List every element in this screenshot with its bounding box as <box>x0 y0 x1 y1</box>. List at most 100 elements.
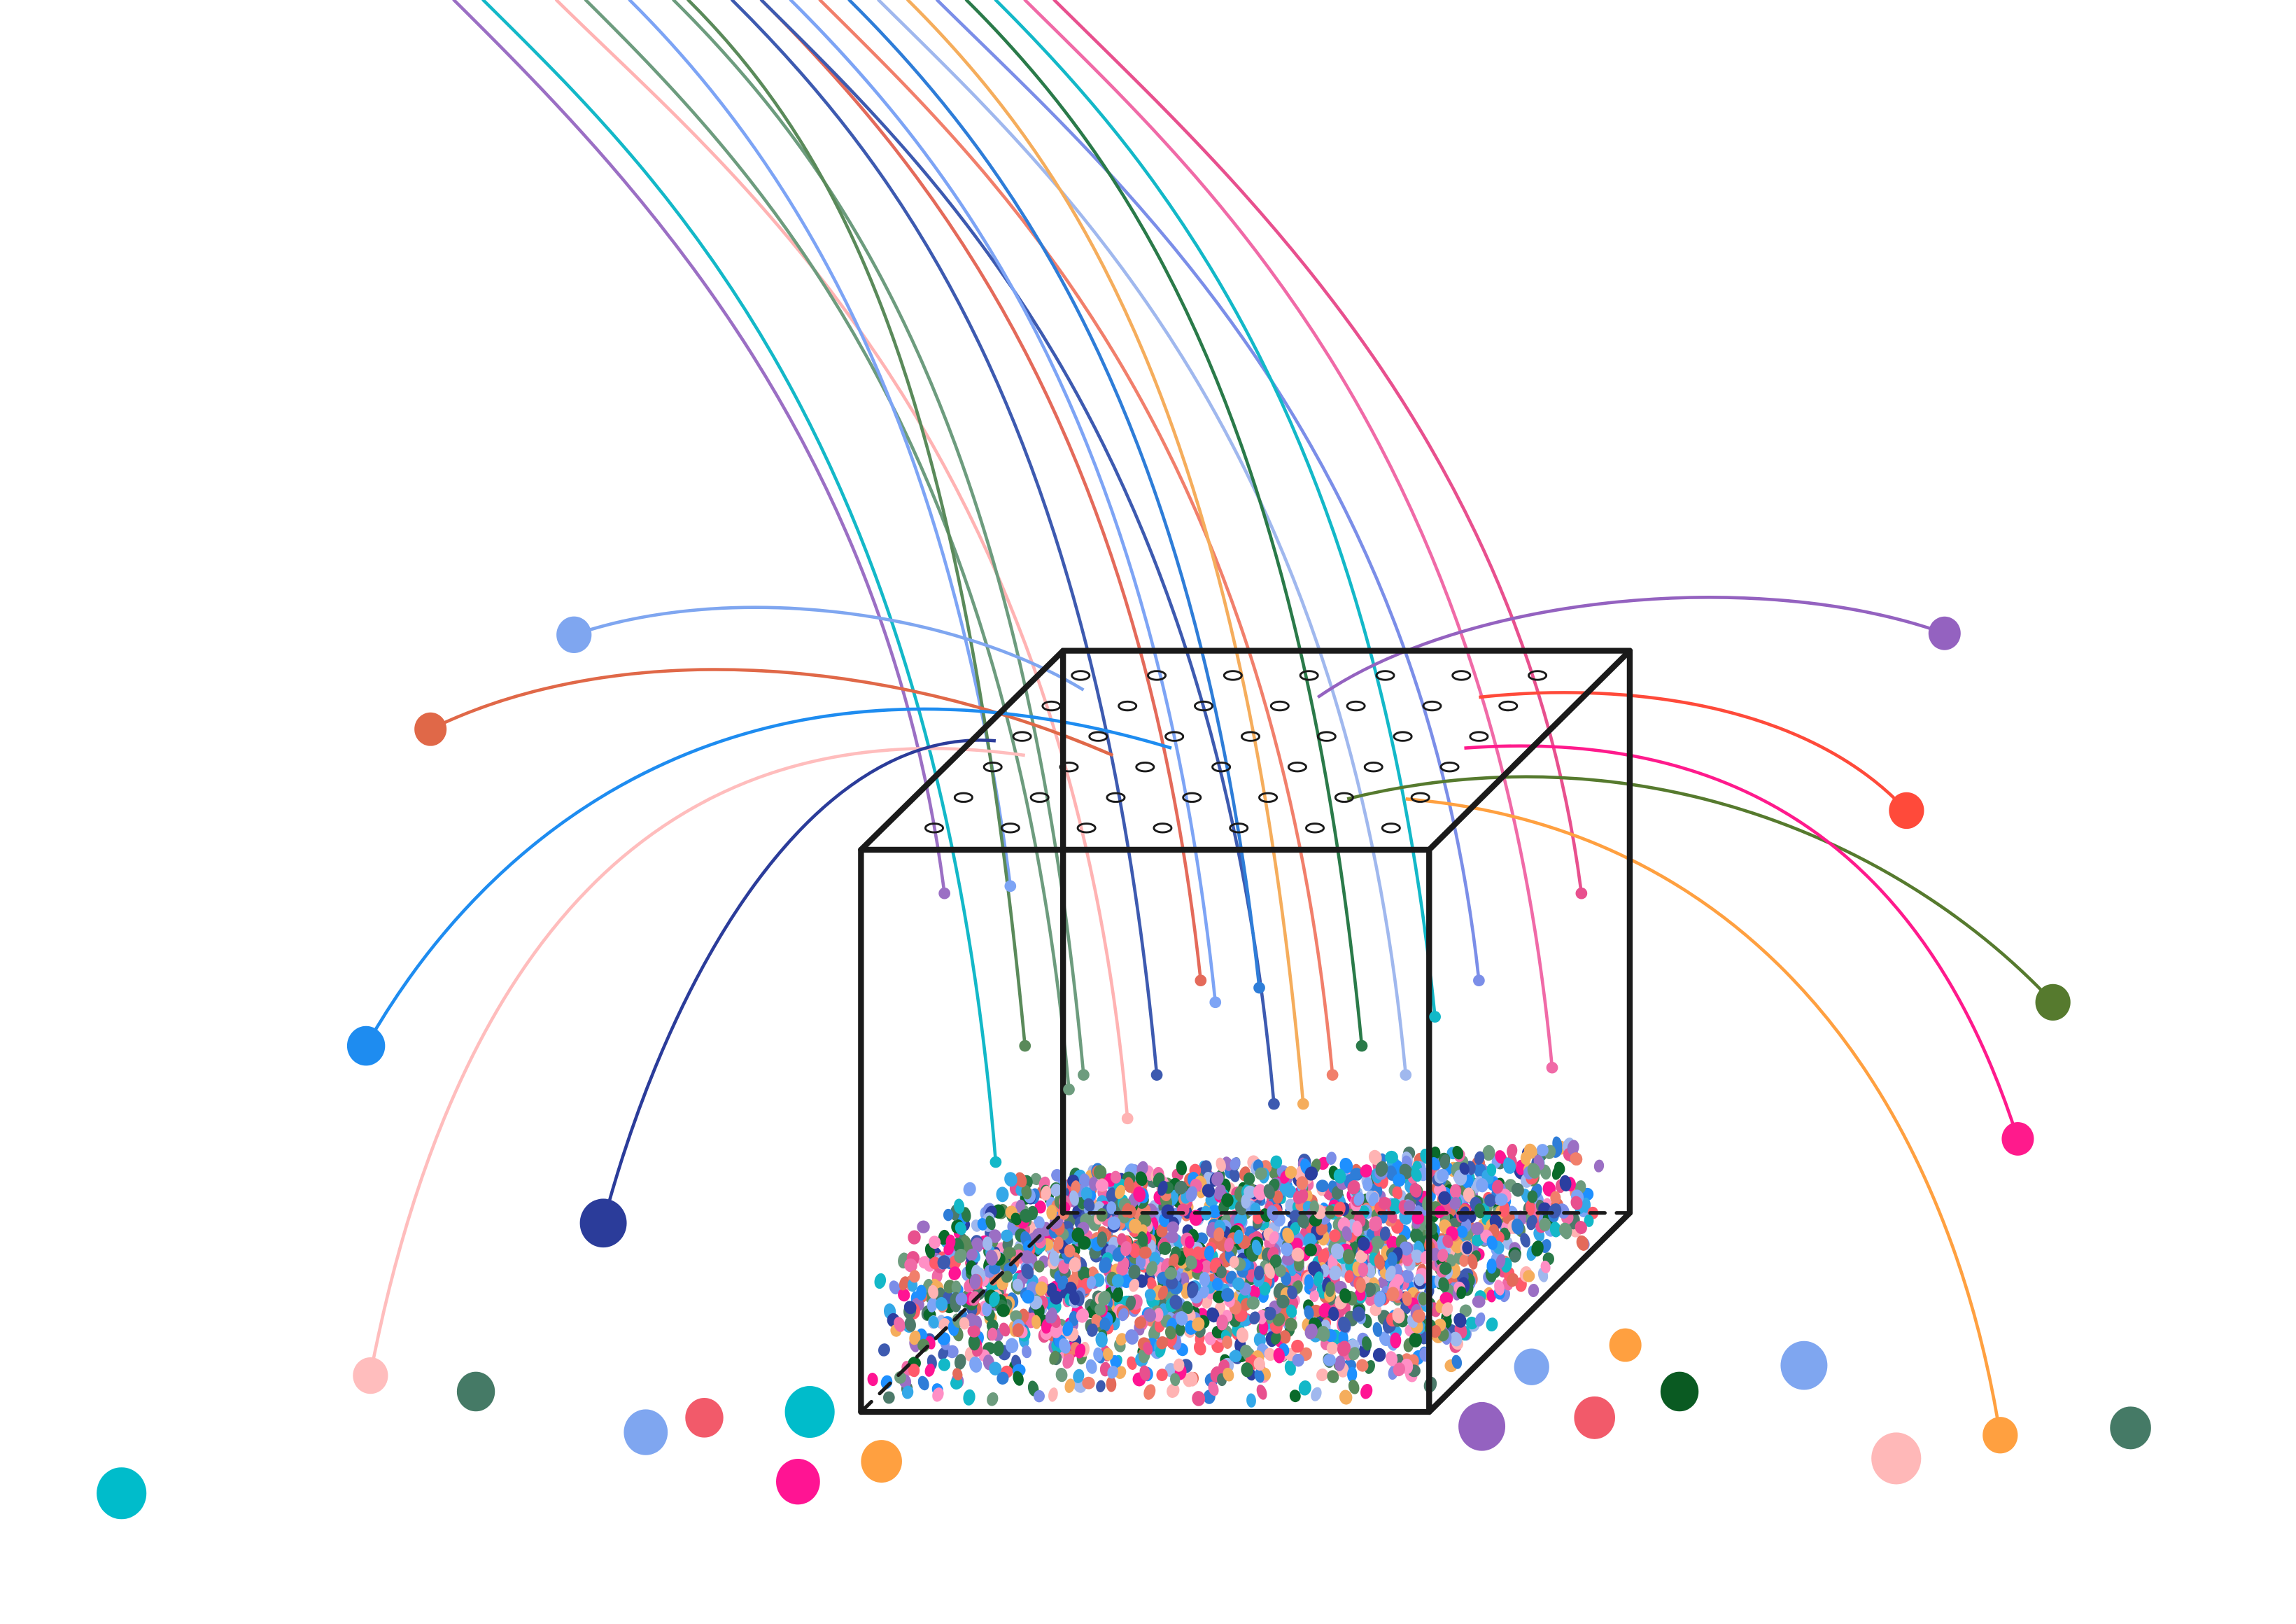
pile-bead <box>1362 1336 1372 1351</box>
pile-bead <box>1323 1354 1336 1366</box>
pile-bead <box>1270 1331 1281 1345</box>
pile-bead <box>1507 1273 1519 1287</box>
pile-bead <box>1385 1150 1398 1164</box>
pile-bead <box>1463 1187 1475 1203</box>
pile-bead <box>999 1322 1010 1337</box>
pile-bead <box>1073 1368 1085 1383</box>
pile-bead <box>1281 1242 1293 1256</box>
pile-bead <box>1576 1235 1589 1251</box>
pile-bead <box>1304 1166 1318 1181</box>
pile-bead <box>1486 1163 1497 1177</box>
pile-bead <box>1272 1312 1286 1326</box>
pile-bead <box>1412 1309 1426 1323</box>
pile-bead <box>1329 1266 1341 1281</box>
side-string <box>573 606 1085 692</box>
pile-bead <box>1338 1316 1351 1333</box>
pile-bead <box>1531 1240 1544 1256</box>
pile-bead <box>1348 1379 1360 1394</box>
pile-bead <box>1086 1276 1097 1289</box>
pile-bead <box>1048 1387 1058 1402</box>
pile-bead <box>1175 1323 1185 1336</box>
marble <box>1514 1348 1549 1385</box>
pile-bead <box>917 1376 929 1391</box>
pile-bead <box>1165 1276 1178 1289</box>
falling-string <box>759 0 1203 982</box>
bead-pile <box>867 1136 1605 1408</box>
pile-bead <box>1439 1262 1452 1275</box>
pile-bead <box>1049 1350 1059 1365</box>
pile-bead <box>1034 1216 1045 1229</box>
pile-bead <box>945 1234 956 1249</box>
pile-bead <box>1495 1193 1508 1206</box>
falling-string <box>935 0 1481 982</box>
marble <box>2110 1406 2151 1450</box>
lid-hole <box>1269 700 1290 712</box>
pile-bead <box>1221 1193 1234 1208</box>
pile-bead <box>1439 1292 1453 1306</box>
pile-bead <box>1129 1278 1139 1292</box>
pile-bead <box>1269 1165 1280 1180</box>
pile-bead <box>1004 1172 1017 1187</box>
pile-bead <box>1246 1296 1260 1310</box>
side-string <box>369 747 1026 1375</box>
string-end-bead <box>1297 1098 1309 1110</box>
pile-bead <box>1410 1228 1423 1244</box>
pile-bead <box>1540 1260 1551 1273</box>
pile-bead <box>1539 1217 1551 1231</box>
pile-bead <box>928 1284 938 1299</box>
string-end-bead <box>989 1156 1002 1168</box>
pile-bead <box>1273 1348 1285 1364</box>
pile-bead <box>1326 1341 1338 1355</box>
pile-bead <box>1249 1284 1260 1298</box>
pile-bead <box>1453 1312 1467 1328</box>
pile-bead <box>904 1258 917 1273</box>
pile-bead <box>961 1207 971 1223</box>
string-end-bead <box>1429 1011 1441 1023</box>
pile-bead <box>927 1297 938 1312</box>
falling-string <box>672 0 1085 1077</box>
pile-bead <box>1199 1160 1212 1176</box>
pile-bead <box>1379 1331 1391 1347</box>
pile-bead <box>1402 1269 1414 1283</box>
pile-bead <box>1418 1292 1428 1306</box>
pile-bead <box>1124 1177 1134 1193</box>
pile-bead <box>924 1364 935 1377</box>
pile-bead <box>1355 1249 1368 1264</box>
pile-bead <box>1430 1146 1441 1160</box>
pile-bead <box>1069 1257 1081 1273</box>
pile-bead <box>1352 1220 1362 1237</box>
pile-bead <box>1236 1327 1249 1343</box>
marble <box>414 712 447 746</box>
pile-bead <box>1437 1168 1449 1182</box>
string-end-bead <box>1253 981 1265 994</box>
pile-bead <box>937 1255 951 1270</box>
pile-bead <box>1010 1212 1022 1226</box>
pile-bead <box>1022 1289 1035 1304</box>
pile-bead <box>1031 1315 1041 1329</box>
lid-hole <box>1363 761 1383 773</box>
pile-bead <box>1230 1157 1241 1170</box>
pile-bead <box>1285 1166 1297 1179</box>
pile-bead <box>1411 1212 1425 1225</box>
pile-bead <box>1402 1291 1412 1306</box>
pile-bead <box>1559 1175 1572 1191</box>
pile-bead <box>1107 1216 1121 1231</box>
pile-bead <box>1164 1326 1176 1340</box>
falling-string <box>628 0 1013 888</box>
pile-bead <box>1087 1323 1098 1337</box>
pile-bead <box>1527 1163 1541 1179</box>
pile-bead <box>1449 1184 1461 1199</box>
pile-bead <box>1475 1177 1488 1193</box>
pile-bead <box>1402 1252 1414 1267</box>
pile-bead <box>1296 1176 1309 1190</box>
pile-bead <box>1570 1152 1583 1166</box>
pile-bead <box>1050 1183 1062 1197</box>
pile-bead <box>1362 1177 1373 1191</box>
pile-bead <box>1166 1231 1179 1243</box>
pile-bead <box>1093 1347 1104 1362</box>
pile-bead <box>1202 1184 1215 1198</box>
pile-bead <box>1372 1322 1383 1337</box>
pile-bead <box>1511 1218 1524 1235</box>
pile-bead <box>1390 1332 1402 1349</box>
string-end-bead <box>1400 1069 1412 1081</box>
